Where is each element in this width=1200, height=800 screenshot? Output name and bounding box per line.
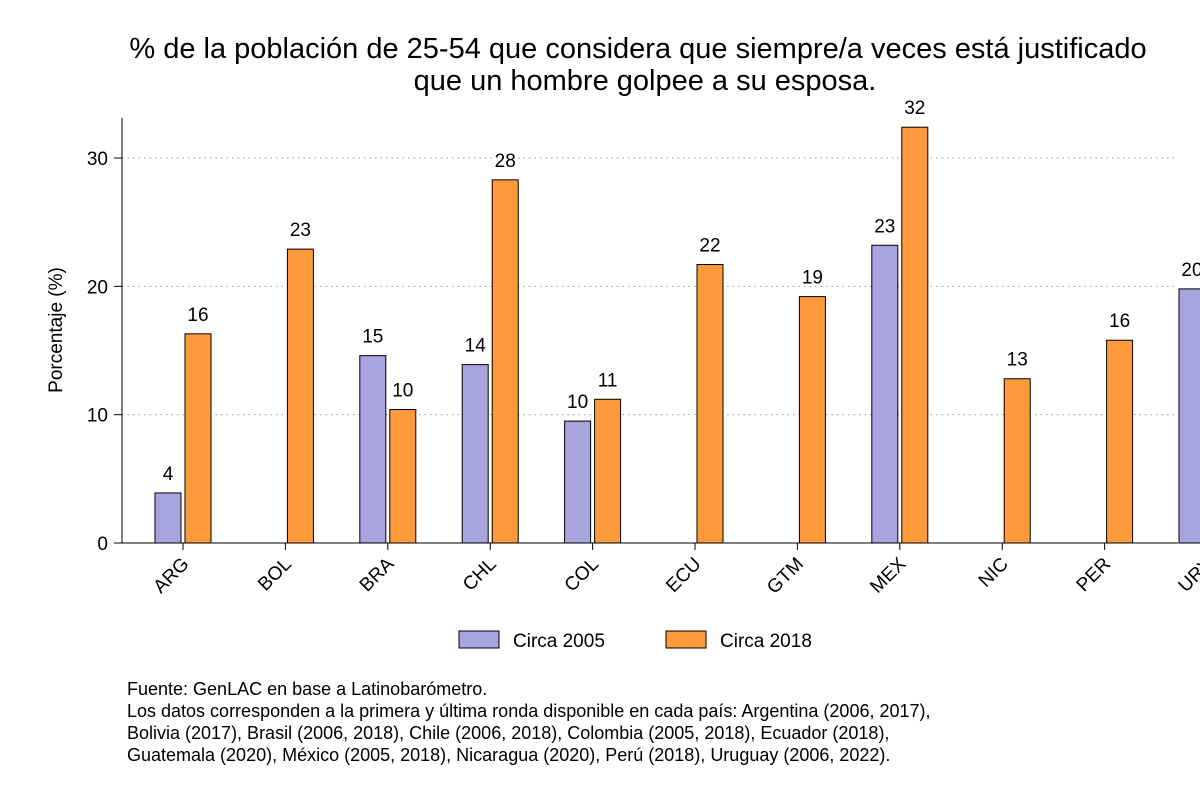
bar-chl-circa-2018 bbox=[491, 179, 519, 544]
x-tick-label-gtm: GTM bbox=[763, 554, 808, 599]
data-label-ecu-circa-2018: 22 bbox=[699, 236, 720, 257]
source-line-1: Fuente: GenLAC en base a Latinobarómetro… bbox=[127, 679, 488, 699]
bar-nic-circa-2018 bbox=[1003, 378, 1031, 544]
bar-bra-circa-2005 bbox=[359, 355, 387, 544]
data-label-bra-circa-2005: 15 bbox=[362, 327, 383, 348]
source-note: Fuente: GenLAC en base a Latinobarómetro… bbox=[127, 678, 1177, 766]
source-line-2: Los datos corresponden a la primera y úl… bbox=[127, 701, 931, 721]
y-axis: 0 10 20 30 bbox=[87, 118, 123, 555]
legend-swatch-circa-2018 bbox=[665, 630, 707, 649]
y-tick-label-30: 30 bbox=[87, 149, 108, 170]
y-tick-label-20: 20 bbox=[87, 277, 108, 298]
data-label-bol-circa-2018: 23 bbox=[290, 220, 311, 241]
bar-arg-circa-2018 bbox=[184, 333, 212, 544]
data-label-ury-circa-2005: 20 bbox=[1181, 260, 1200, 281]
data-label-gtm-circa-2018: 19 bbox=[802, 268, 823, 289]
legend: Circa 2005 Circa 2018 bbox=[458, 630, 812, 652]
x-tick-label-ury: URY bbox=[1175, 553, 1200, 596]
x-tick-label-mex: MEX bbox=[866, 553, 910, 597]
data-label-mex-circa-2018: 32 bbox=[904, 98, 925, 119]
x-tick-label-bra: BRA bbox=[356, 553, 399, 596]
bar-bol-circa-2018 bbox=[286, 248, 314, 544]
bar-col-circa-2018 bbox=[594, 398, 622, 544]
data-label-col-circa-2018: 11 bbox=[598, 370, 618, 391]
y-tick-label-0: 0 bbox=[97, 534, 108, 555]
x-tick-label-chl: CHL bbox=[459, 554, 501, 596]
data-label-per-circa-2018: 16 bbox=[1109, 311, 1130, 332]
x-tick-label-bol: BOL bbox=[254, 554, 296, 596]
bar-arg-circa-2005 bbox=[154, 492, 182, 544]
bar-ecu-circa-2018 bbox=[696, 264, 724, 544]
data-label-bra-circa-2018: 10 bbox=[392, 381, 413, 402]
data-label-arg-circa-2018: 16 bbox=[187, 305, 208, 326]
x-tick-label-arg: ARG bbox=[150, 554, 194, 598]
x-tick-label-nic: NIC bbox=[975, 554, 1013, 592]
x-axis: ARG BOL BRA CHL COL ECU GTM MEX NIC PER URY bbox=[122, 542, 1200, 599]
source-line-3: Bolivia (2017), Brasil (2006, 2018), Chi… bbox=[127, 723, 890, 743]
y-tick-label-10: 10 bbox=[87, 406, 108, 427]
data-label-col-circa-2005: 10 bbox=[567, 392, 588, 413]
legend-label-circa-2018: Circa 2018 bbox=[720, 631, 812, 652]
data-label-chl-circa-2018: 28 bbox=[495, 151, 516, 172]
chart-title-line-1: % de la población de 25-54 que considera… bbox=[129, 33, 1146, 65]
bar-ury-circa-2005 bbox=[1178, 288, 1200, 544]
bar-chl-circa-2005 bbox=[461, 364, 489, 544]
x-tick-label-per: PER bbox=[1073, 554, 1115, 596]
y-axis-label: Porcentaje (%) bbox=[46, 267, 67, 393]
data-label-chl-circa-2005: 14 bbox=[465, 336, 487, 357]
legend-label-circa-2005: Circa 2005 bbox=[513, 631, 605, 652]
bar-col-circa-2005 bbox=[564, 420, 592, 544]
data-label-nic-circa-2018: 13 bbox=[1007, 350, 1028, 371]
bars: 41623151014281011221923321316207 bbox=[154, 98, 1200, 544]
source-line-4: Guatemala (2020), México (2005, 2018), N… bbox=[127, 745, 891, 765]
bar-per-circa-2018 bbox=[1106, 339, 1134, 544]
bar-gtm-circa-2018 bbox=[798, 296, 826, 544]
bar-bra-circa-2018 bbox=[389, 409, 417, 544]
legend-swatch-circa-2005 bbox=[458, 630, 500, 649]
x-tick-label-col: COL bbox=[561, 554, 603, 596]
x-tick-label-ecu: ECU bbox=[662, 554, 705, 597]
data-label-mex-circa-2005: 23 bbox=[874, 216, 895, 237]
chart-title-line-2: que un hombre golpee a su esposa. bbox=[414, 65, 877, 97]
bar-mex-circa-2005 bbox=[871, 244, 899, 544]
data-label-arg-circa-2005: 4 bbox=[163, 464, 174, 485]
bar-mex-circa-2018 bbox=[901, 126, 929, 544]
